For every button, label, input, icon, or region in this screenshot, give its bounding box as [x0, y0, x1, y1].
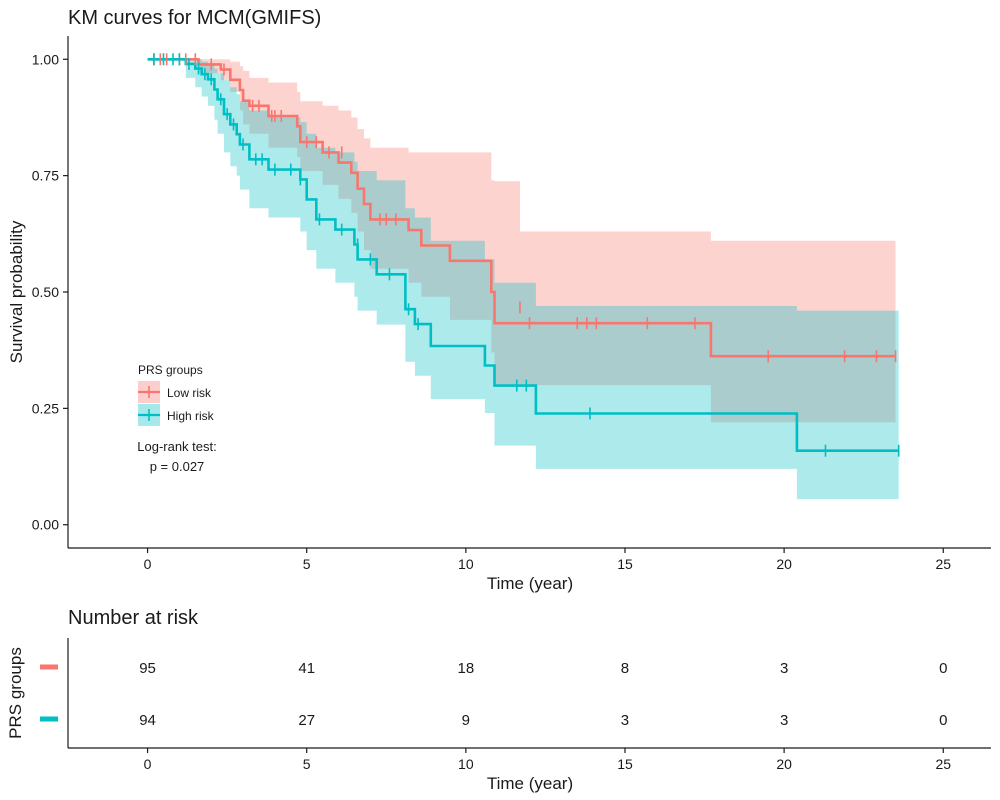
risk-y-axis-title: PRS groups [6, 647, 25, 739]
risk-x-tick-label: 5 [303, 756, 311, 772]
km-curves [147, 58, 899, 452]
risk-table-panel: Number at risk 95 41 18 8 3 0 94 27 9 3 3 0 0 5 10 15 2… [6, 607, 991, 793]
risk-x-ticks: 0 5 10 15 20 25 [144, 748, 951, 772]
km-x-tick-label: 15 [617, 556, 633, 572]
high-risk-ci-band [147, 59, 899, 500]
km-confidence-bands [147, 59, 899, 500]
logrank-label: Log-rank test: [137, 439, 217, 454]
risk-table-rows: 95 41 18 8 3 0 94 27 9 3 3 0 [40, 660, 947, 729]
risk-table-title: Number at risk [68, 607, 199, 629]
km-chart-title: KM curves for MCM(GMIFS) [68, 7, 321, 29]
risk-x-tick-label: 25 [935, 756, 951, 772]
km-x-tick-label: 10 [458, 556, 474, 572]
km-legend: PRS groups Low risk High risk [138, 363, 215, 426]
low-risk-ci-band [147, 59, 896, 423]
high-risk-risk-count: 94 [139, 712, 156, 729]
low-risk-risk-count: 95 [139, 660, 156, 677]
km-x-tick-label: 25 [935, 556, 951, 572]
km-x-tick-label: 0 [144, 556, 152, 572]
high-risk-survival-curve [147, 58, 899, 452]
low-risk-risk-count: 41 [298, 660, 315, 677]
legend-title: PRS groups [138, 363, 203, 377]
high-risk-risk-count: 0 [939, 712, 947, 729]
km-y-tick-label: 0.00 [32, 517, 59, 533]
logrank-pvalue: p = 0.027 [150, 459, 205, 474]
risk-x-axis-title: Time (year) [487, 774, 573, 793]
risk-x-tick-label: 0 [144, 756, 152, 772]
km-y-tick-label: 0.25 [32, 400, 59, 416]
legend-label-high-risk: High risk [167, 409, 215, 423]
km-y-axis-title: Survival probability [7, 220, 26, 363]
legend-label-low-risk: Low risk [167, 386, 212, 400]
km-x-tick-label: 20 [776, 556, 792, 572]
high-risk-risk-count: 3 [780, 712, 788, 729]
low-risk-risk-count: 18 [458, 660, 475, 677]
km-y-tick-label: 1.00 [32, 51, 59, 67]
km-x-ticks: 0 5 10 15 20 25 [144, 548, 951, 572]
risk-x-tick-label: 20 [776, 756, 792, 772]
low-risk-survival-curve [147, 58, 896, 358]
km-y-tick-label: 0.75 [32, 168, 59, 184]
high-risk-risk-count: 27 [298, 712, 315, 729]
km-panel: KM curves for MCM(GMIFS) 0.00 0.25 0.50 0.7… [7, 7, 991, 593]
low-risk-risk-count: 3 [780, 660, 788, 677]
km-censor-marks [153, 53, 900, 457]
low-risk-risk-count: 0 [939, 660, 947, 677]
risk-x-tick-label: 15 [617, 756, 633, 772]
low-risk-risk-count: 8 [621, 660, 629, 677]
km-x-tick-label: 5 [303, 556, 311, 572]
high-risk-risk-count: 3 [621, 712, 629, 729]
km-y-tick-label: 0.50 [32, 284, 59, 300]
high-risk-risk-count: 9 [462, 712, 470, 729]
risk-x-tick-label: 10 [458, 756, 474, 772]
km-x-axis-title: Time (year) [487, 574, 573, 593]
km-y-ticks: 0.00 0.25 0.50 0.75 1.00 [32, 51, 68, 533]
